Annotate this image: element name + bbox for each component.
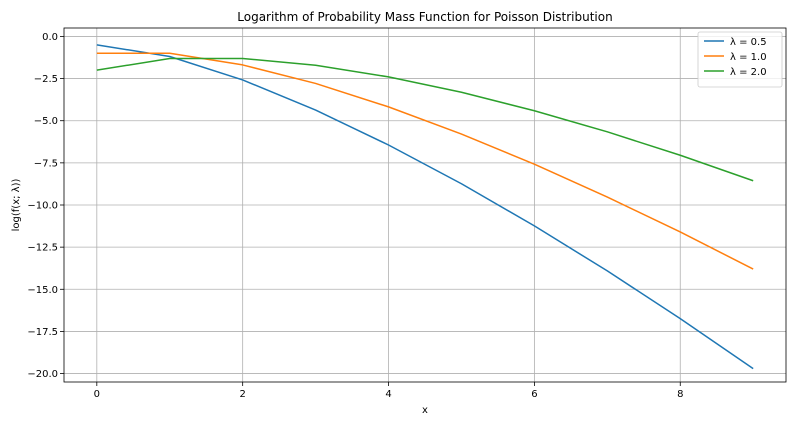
series-line-3 [96, 57, 754, 182]
legend: λ = 0.5 λ = 1.0 λ = 2.0 [697, 31, 783, 88]
y-tick-label: −17.5 [27, 327, 58, 338]
y-axis-label: log(f(x; λ)) [11, 179, 22, 232]
chart-title: Logarithm of Probability Mass Function f… [237, 10, 612, 24]
x-tick-label: 2 [239, 389, 245, 400]
y-tick-label: −7.5 [34, 158, 58, 169]
y-tick-label: 0.0 [42, 32, 58, 43]
legend-box [697, 31, 783, 88]
grid [64, 28, 786, 382]
x-axis-label: x [422, 405, 428, 416]
legend-label-1: λ = 0.5 [730, 37, 767, 48]
y-tick-label: −2.5 [34, 74, 58, 85]
y-tick-label: −15.0 [27, 285, 58, 296]
legend-label-3: λ = 2.0 [730, 67, 767, 78]
y-tick-label: −10.0 [27, 201, 58, 212]
x-tick-label: 8 [677, 389, 683, 400]
series-lines [96, 44, 754, 370]
ticks: 0 2 4 6 8 0.0 −2.5 −5.0 −7.5 −10.0 −12.5 −15.0 −17.5… [27, 32, 683, 400]
series-line-1 [96, 44, 754, 370]
x-tick-label: 0 [94, 389, 100, 400]
legend-label-2: λ = 1.0 [730, 52, 767, 63]
y-tick-label: −12.5 [27, 243, 58, 254]
y-tick-label: −5.0 [34, 116, 58, 127]
x-tick-label: 6 [531, 389, 537, 400]
series-line-2 [96, 52, 754, 270]
x-tick-label: 4 [385, 389, 391, 400]
y-tick-label: −20.0 [27, 369, 58, 380]
